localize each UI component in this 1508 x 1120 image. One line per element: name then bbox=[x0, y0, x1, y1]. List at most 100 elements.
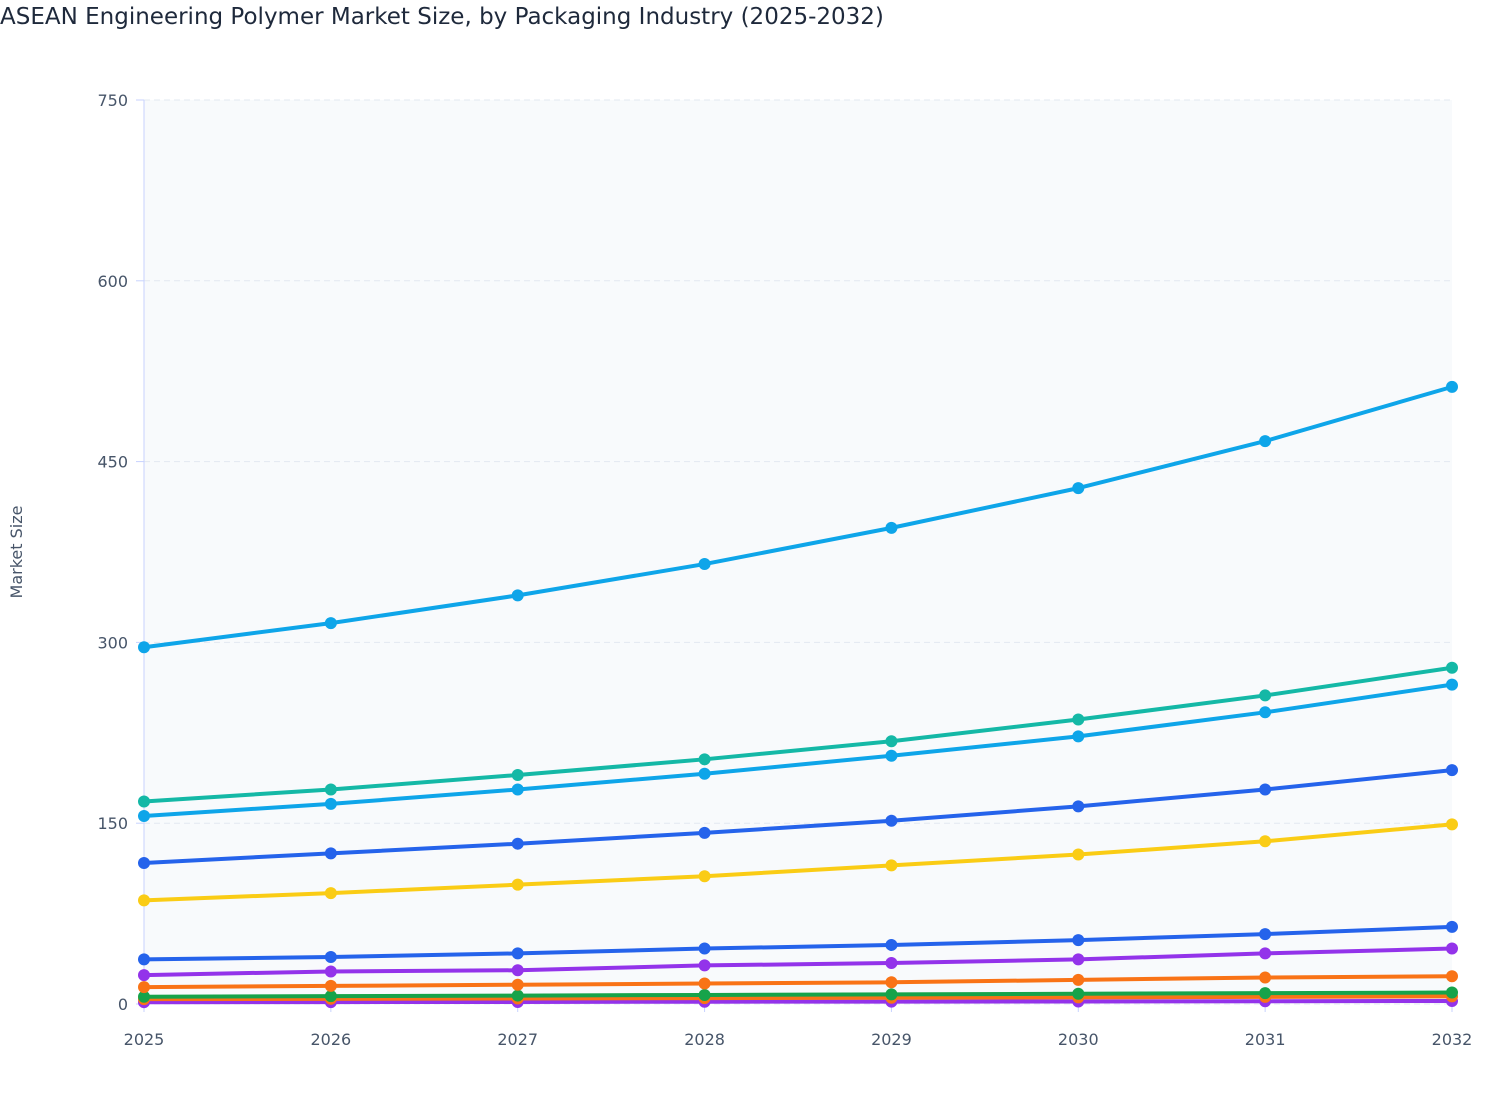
data-point[interactable] bbox=[1072, 953, 1085, 966]
data-point[interactable] bbox=[698, 959, 711, 972]
data-point[interactable] bbox=[1259, 835, 1272, 848]
data-point[interactable] bbox=[698, 558, 711, 571]
data-point[interactable] bbox=[1072, 713, 1085, 726]
data-point[interactable] bbox=[1446, 818, 1458, 831]
data-point[interactable] bbox=[511, 964, 524, 977]
chart-title: ASEAN Engineering Polymer Market Size, b… bbox=[0, 4, 884, 30]
data-point[interactable] bbox=[1072, 987, 1085, 1000]
y-axis-label: Market Size bbox=[7, 506, 26, 599]
data-point[interactable] bbox=[1446, 678, 1458, 691]
data-point[interactable] bbox=[885, 938, 898, 951]
data-point[interactable] bbox=[885, 814, 898, 827]
data-point[interactable] bbox=[885, 749, 898, 762]
y-tick-label: 150 bbox=[97, 814, 128, 833]
series-line bbox=[143, 998, 1453, 1005]
data-point[interactable] bbox=[1259, 947, 1272, 960]
data-point[interactable] bbox=[885, 859, 898, 872]
data-point[interactable] bbox=[511, 837, 524, 850]
data-point[interactable] bbox=[138, 981, 150, 994]
data-point[interactable] bbox=[1259, 783, 1272, 796]
data-point[interactable] bbox=[1259, 435, 1272, 448]
data-point[interactable] bbox=[511, 768, 524, 781]
data-point[interactable] bbox=[1259, 987, 1272, 1000]
data-point[interactable] bbox=[1446, 970, 1458, 983]
series-series-4 bbox=[138, 764, 1458, 869]
data-point[interactable] bbox=[511, 878, 524, 891]
data-point[interactable] bbox=[1072, 934, 1085, 947]
data-point[interactable] bbox=[138, 856, 150, 869]
data-point[interactable] bbox=[138, 894, 150, 907]
data-point[interactable] bbox=[1446, 661, 1458, 674]
series-series-2 bbox=[138, 661, 1458, 808]
data-point[interactable] bbox=[1446, 764, 1458, 777]
x-tick-label: 2027 bbox=[497, 1030, 538, 1049]
data-point[interactable] bbox=[1072, 800, 1085, 813]
series-series-7 bbox=[138, 942, 1458, 982]
data-point[interactable] bbox=[698, 988, 711, 1001]
series-series-6 bbox=[138, 920, 1458, 966]
data-point[interactable] bbox=[1259, 971, 1272, 984]
data-point[interactable] bbox=[698, 753, 711, 766]
data-point[interactable] bbox=[1072, 973, 1085, 986]
data-point[interactable] bbox=[324, 783, 337, 796]
series-line bbox=[143, 990, 1453, 999]
data-point[interactable] bbox=[138, 969, 150, 982]
data-point[interactable] bbox=[324, 797, 337, 810]
x-tick-label: 2030 bbox=[1058, 1030, 1099, 1049]
data-point[interactable] bbox=[885, 976, 898, 989]
y-tick-label: 750 bbox=[97, 91, 128, 110]
data-point[interactable] bbox=[511, 589, 524, 602]
data-point[interactable] bbox=[324, 965, 337, 978]
data-point[interactable] bbox=[1259, 928, 1272, 941]
data-point[interactable] bbox=[698, 942, 711, 955]
data-point[interactable] bbox=[698, 870, 711, 883]
series-line bbox=[143, 384, 1453, 650]
data-point[interactable] bbox=[138, 641, 150, 654]
x-tick-label: 2026 bbox=[310, 1030, 351, 1049]
data-point[interactable] bbox=[1446, 380, 1458, 393]
data-point[interactable] bbox=[511, 783, 524, 796]
data-point[interactable] bbox=[324, 990, 337, 1003]
data-point[interactable] bbox=[1072, 482, 1085, 495]
data-point[interactable] bbox=[1072, 730, 1085, 743]
x-tick-label: 2031 bbox=[1245, 1030, 1286, 1049]
data-point[interactable] bbox=[511, 978, 524, 991]
data-point[interactable] bbox=[324, 617, 337, 630]
data-point[interactable] bbox=[138, 795, 150, 808]
series-series-9 bbox=[138, 986, 1458, 1003]
y-tick-label: 450 bbox=[97, 453, 128, 472]
data-point[interactable] bbox=[138, 990, 150, 1003]
x-tick-label: 2029 bbox=[871, 1030, 912, 1049]
data-point[interactable] bbox=[511, 947, 524, 960]
data-point[interactable] bbox=[1259, 706, 1272, 719]
series-line bbox=[143, 822, 1453, 903]
data-point[interactable] bbox=[1072, 848, 1085, 861]
data-point[interactable] bbox=[885, 957, 898, 970]
series-series-5 bbox=[138, 818, 1458, 907]
data-point[interactable] bbox=[885, 988, 898, 1001]
data-point[interactable] bbox=[138, 809, 150, 822]
data-point[interactable] bbox=[511, 989, 524, 1002]
data-point[interactable] bbox=[138, 953, 150, 966]
series-series-1 bbox=[138, 380, 1458, 654]
data-point[interactable] bbox=[1446, 920, 1458, 933]
data-point[interactable] bbox=[885, 735, 898, 748]
series-line bbox=[143, 665, 1453, 804]
data-point[interactable] bbox=[698, 767, 711, 780]
y-tick-label: 600 bbox=[97, 272, 128, 291]
data-point[interactable] bbox=[1446, 986, 1458, 999]
data-point[interactable] bbox=[324, 979, 337, 992]
series-line bbox=[143, 974, 1453, 990]
data-point[interactable] bbox=[324, 950, 337, 963]
data-point[interactable] bbox=[324, 887, 337, 900]
data-point[interactable] bbox=[698, 826, 711, 839]
data-point[interactable] bbox=[1446, 942, 1458, 955]
series-line bbox=[143, 682, 1453, 818]
data-point[interactable] bbox=[324, 847, 337, 860]
data-point[interactable] bbox=[885, 521, 898, 534]
data-point[interactable] bbox=[1259, 689, 1272, 702]
series-line bbox=[143, 994, 1453, 1002]
data-point[interactable] bbox=[698, 977, 711, 990]
series-line bbox=[143, 946, 1453, 978]
